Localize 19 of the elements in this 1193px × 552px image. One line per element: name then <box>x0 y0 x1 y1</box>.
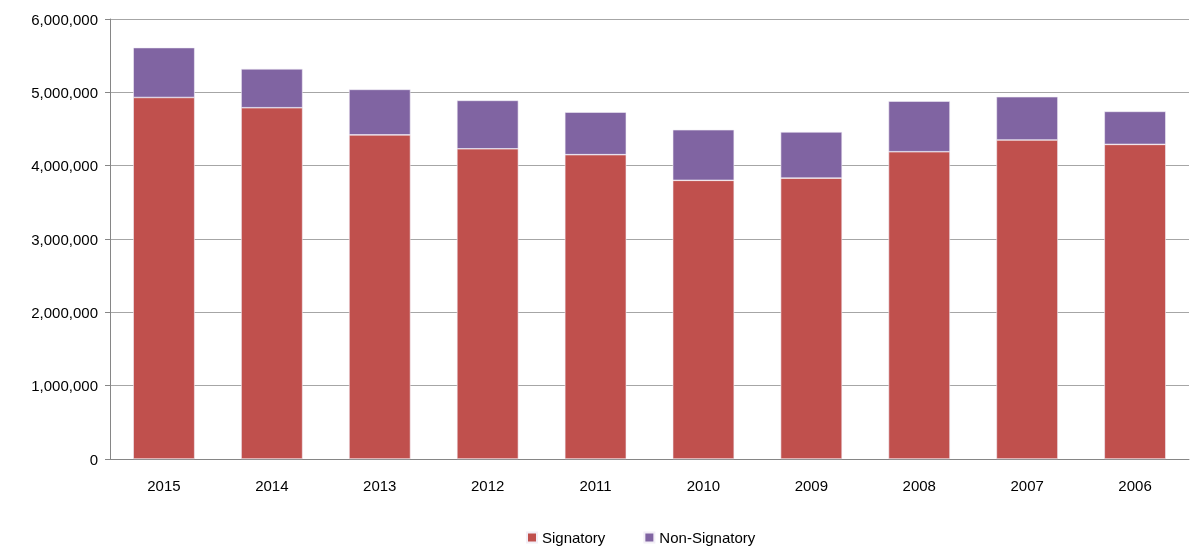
y-tick-label: 2,000,000 <box>31 303 98 321</box>
y-tick-label: 1,000,000 <box>31 377 98 395</box>
x-tick-label: 2010 <box>686 477 721 494</box>
x-tick-label: 2011 <box>579 477 612 494</box>
legend-label: Signatory <box>542 529 606 546</box>
x-tick-label: 2012 <box>470 477 505 494</box>
x-tick-label: 2008 <box>902 477 936 494</box>
x-tick-label: 2013 <box>363 477 397 494</box>
y-tick-label: 6,000,000 <box>31 10 98 28</box>
x-tick-label: 2009 <box>794 477 829 494</box>
y-tick-label: 3,000,000 <box>31 230 98 248</box>
x-tick-label: 2007 <box>1010 477 1044 494</box>
legend-label: Non-Signatory <box>659 529 756 546</box>
x-tick-label: 2006 <box>1118 477 1152 494</box>
y-tick-label: 4,000,000 <box>31 157 98 175</box>
x-tick-label: 2014 <box>255 477 289 494</box>
x-tick-label: 2015 <box>147 477 181 494</box>
y-tick-label: 5,000,000 <box>31 83 98 101</box>
y-tick-label: 0 <box>89 450 98 468</box>
